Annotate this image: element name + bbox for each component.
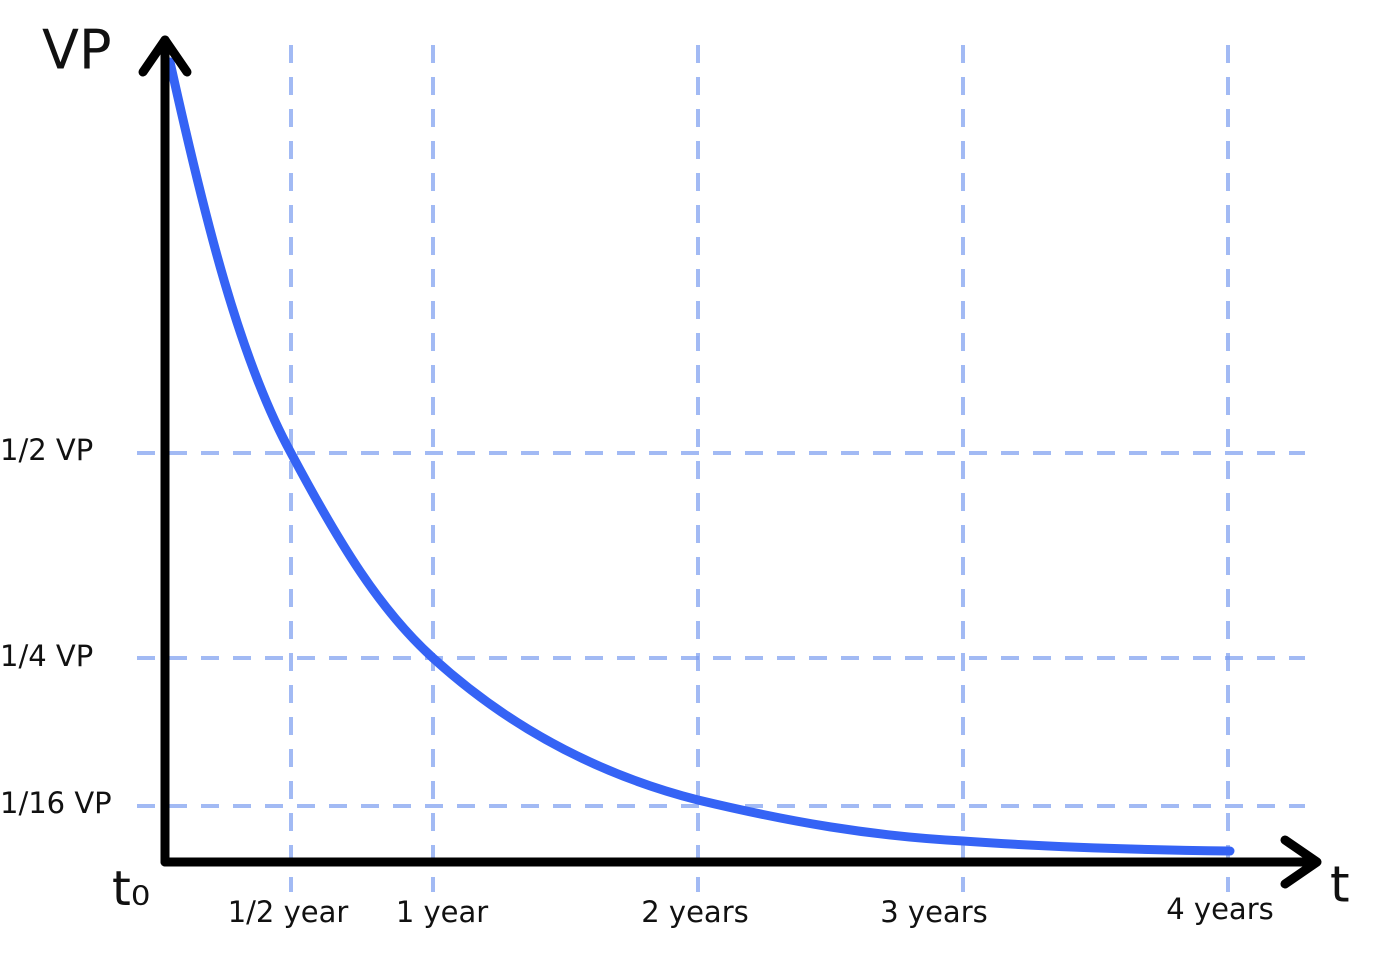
x-tick-label: 4 years xyxy=(1166,892,1273,926)
x-tick-label: 1/2 year xyxy=(228,895,349,929)
y-arrow xyxy=(138,35,192,77)
y-axis-label: VP xyxy=(42,19,112,82)
y-tick-label: 1/2 VP xyxy=(0,433,93,467)
grid xyxy=(137,45,1305,892)
origin-label: t₀ xyxy=(112,861,150,917)
decay-curve xyxy=(165,57,1235,856)
x-tick-label: 3 years xyxy=(880,895,987,929)
y-tick-label: 1/4 VP xyxy=(0,639,93,673)
y-tick-label: 1/16 VP xyxy=(0,786,112,820)
x-tick-label: 2 years xyxy=(641,895,748,929)
axes xyxy=(138,35,1322,889)
x-axis-label: t xyxy=(1330,856,1350,914)
x-tick-label: 1 year xyxy=(396,895,488,929)
x-arrow xyxy=(1280,835,1322,889)
